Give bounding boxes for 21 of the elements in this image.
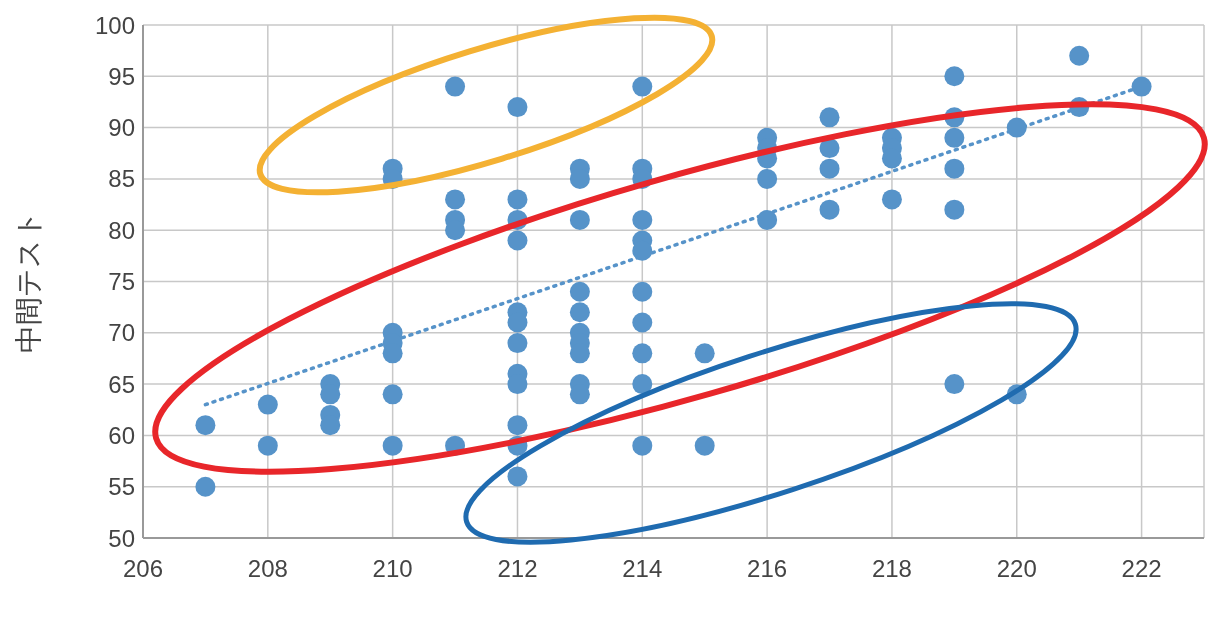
y-tick-label: 70 [108,319,135,347]
x-tick-label: 218 [871,555,912,583]
y-tick-label: 80 [108,216,135,244]
y-tick-label: 75 [108,268,135,296]
x-tick-label: 208 [247,555,288,583]
x-tick-label: 220 [996,555,1037,583]
y-axis-title: 中間テスト [12,210,44,353]
y-tick-label: 90 [108,114,135,142]
y-tick-label: 60 [108,421,135,449]
x-tick-label: 212 [497,555,538,583]
x-tick-label: 216 [747,555,788,583]
x-tick-label: 206 [122,555,164,583]
y-tick-label: 50 [108,524,135,552]
x-tick-label: 222 [1121,555,1162,583]
x-tick-label: 214 [622,555,663,583]
y-tick-label: 55 [108,473,135,501]
y-tick-label: 65 [108,370,135,398]
y-tick-label: 85 [108,165,135,193]
y-tick-label: 100 [94,11,135,39]
y-tick-label: 95 [108,62,135,90]
x-tick-label: 210 [372,555,413,583]
